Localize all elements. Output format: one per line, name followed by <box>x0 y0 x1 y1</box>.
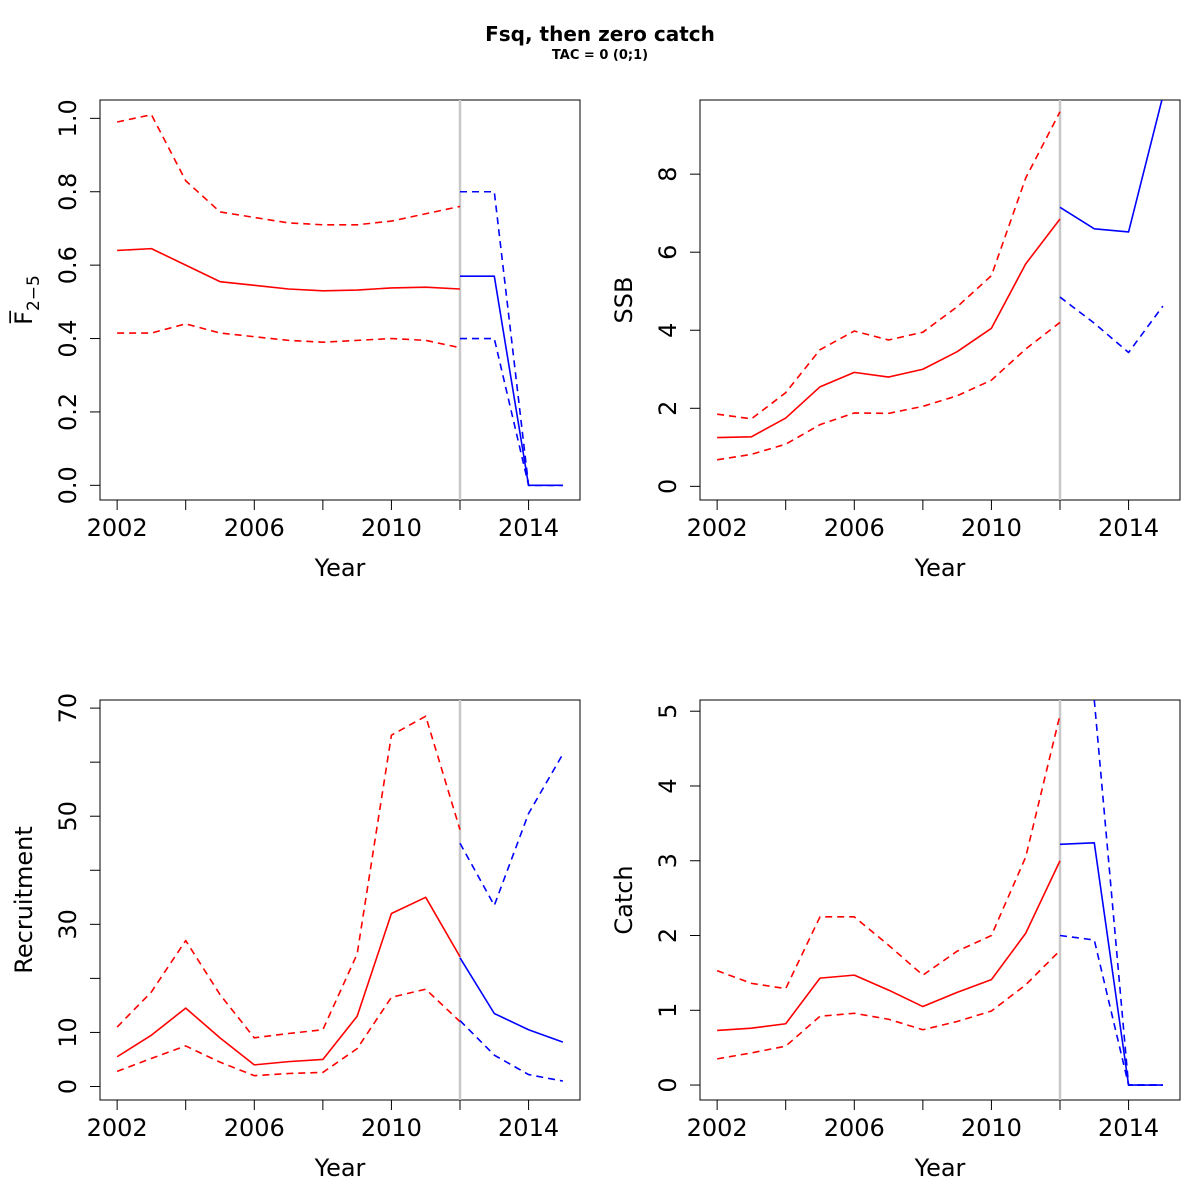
y-tick-label: 6 <box>654 245 682 260</box>
x-tick-label: 2002 <box>87 1114 148 1142</box>
x-tick-label: 2014 <box>1098 1114 1159 1142</box>
series-forecast-bound-line <box>1093 700 1163 1086</box>
series-forecast-bound-line <box>459 1019 564 1082</box>
y-tick-label: 0 <box>654 1077 682 1092</box>
series-forecast-estimate-line <box>1059 841 1163 1086</box>
series-forecast-estimate-line <box>1059 100 1163 233</box>
y-axis-label: F̅2−5 <box>9 275 44 325</box>
plot-frame <box>699 699 1181 1101</box>
panel-top-left: 2002 2006 2010 2014 Year 0.0 0.2 0.4 0.6 0.8 1.0 F̅… <box>9 99 581 582</box>
x-tick-label: 2014 <box>1098 514 1159 542</box>
figure-subtitle: TAC = 0 (0;1) <box>551 48 649 63</box>
panel-bottom-left: 2002 2006 2010 2014 Year 0 10 30 50 70 Recruitment <box>10 693 581 1182</box>
y-axis-label: SSB <box>610 277 638 324</box>
plot-frame <box>699 99 1181 501</box>
series-historical-bound-line <box>116 988 461 1077</box>
x-tick-label: 2010 <box>961 514 1022 542</box>
series-forecast-estimate-line <box>459 957 564 1043</box>
y-tick-label: 0 <box>54 1079 82 1094</box>
series-historical-bound-line <box>717 949 1061 1060</box>
series-historical-bound-line <box>716 714 1061 990</box>
y-tick-label: 2 <box>654 401 682 416</box>
x-tick-label: 2014 <box>498 1114 559 1142</box>
y-tick-label: 5 <box>654 704 682 719</box>
y-tick-label: 0.2 <box>54 393 82 431</box>
y-tick-label: 8 <box>654 167 682 182</box>
y-tick-label: 0.6 <box>54 246 82 284</box>
x-axis-label: Year <box>914 1154 966 1182</box>
y-axis-label-subscript: 2−5 <box>24 275 44 311</box>
series-historical-estimate-line <box>717 218 1061 439</box>
y-axis-label-main: F̅ <box>9 310 38 325</box>
plot-frame <box>99 99 581 501</box>
x-tick-label: 2006 <box>824 514 885 542</box>
figure-titles: Fsq, then zero catch TAC = 0 (0;1) <box>0 0 1200 90</box>
x-tick-label: 2010 <box>361 1114 422 1142</box>
x-tick-label: 2010 <box>961 1114 1022 1142</box>
panel-top-right: 2002 2006 2010 2014 Year 0 2 4 6 8 SSB <box>610 99 1181 582</box>
x-axis-label: Year <box>914 554 966 582</box>
series-forecast-bound-line <box>460 190 563 487</box>
y-tick-label: 1 <box>654 1003 682 1018</box>
y-tick-label: 0.4 <box>54 319 82 357</box>
figure-title: Fsq, then zero catch <box>485 22 715 46</box>
y-tick-label: 4 <box>654 323 682 338</box>
series-group <box>116 113 563 487</box>
x-tick-label: 2006 <box>824 1114 885 1142</box>
y-tick-label: 10 <box>54 1017 82 1048</box>
y-axis-label: Catch <box>610 865 638 934</box>
series-historical-bound-line <box>717 111 1061 420</box>
x-tick-label: 2002 <box>687 514 748 542</box>
x-tick-label: 2006 <box>224 1114 285 1142</box>
series-historical-estimate-line <box>717 860 1061 1032</box>
x-tick-label: 2002 <box>687 1114 748 1142</box>
x-tick-label: 2002 <box>87 514 148 542</box>
y-tick-label: 4 <box>654 778 682 793</box>
y-tick-label: 3 <box>654 853 682 868</box>
series-historical-bound-line <box>116 113 461 226</box>
series-group <box>716 700 1163 1086</box>
y-tick-label: 50 <box>54 801 82 832</box>
x-tick-label: 2014 <box>498 514 559 542</box>
series-group <box>717 100 1164 461</box>
plot-frame <box>99 699 581 1101</box>
y-tick-label: 2 <box>654 928 682 943</box>
x-axis-label: Year <box>314 1154 366 1182</box>
series-forecast-bound-line <box>1059 296 1164 354</box>
y-axis-label-main: Catch <box>610 865 638 934</box>
series-historical-bound-line <box>117 323 461 349</box>
x-axis-label: Year <box>314 554 366 582</box>
y-axis-label: Recruitment <box>10 826 38 973</box>
series-forecast-bound-line <box>460 337 563 487</box>
panel-bottom-right: 2002 2006 2010 2014 Year 0 1 2 3 4 5 Catch <box>610 699 1181 1182</box>
series-historical-bound-line <box>717 321 1061 461</box>
series-historical-bound-line <box>116 715 461 1039</box>
y-axis-label-main: Recruitment <box>10 826 38 973</box>
y-tick-label: 70 <box>54 693 82 724</box>
x-tick-label: 2006 <box>224 514 285 542</box>
series-historical-estimate-line <box>117 247 461 292</box>
y-tick-label: 0 <box>654 479 682 494</box>
series-forecast-bound-line <box>459 753 564 907</box>
y-tick-label: 30 <box>54 909 82 940</box>
series-forecast-estimate-line <box>460 275 563 487</box>
y-tick-label: 0.8 <box>54 173 82 211</box>
y-tick-label: 0.0 <box>54 466 82 504</box>
series-historical-estimate-line <box>116 896 461 1066</box>
series-group <box>116 715 564 1082</box>
x-tick-label: 2010 <box>361 514 422 542</box>
y-axis-label-main: SSB <box>610 277 638 324</box>
series-forecast-bound-line <box>1059 934 1163 1086</box>
y-tick-label: 1.0 <box>54 99 82 137</box>
